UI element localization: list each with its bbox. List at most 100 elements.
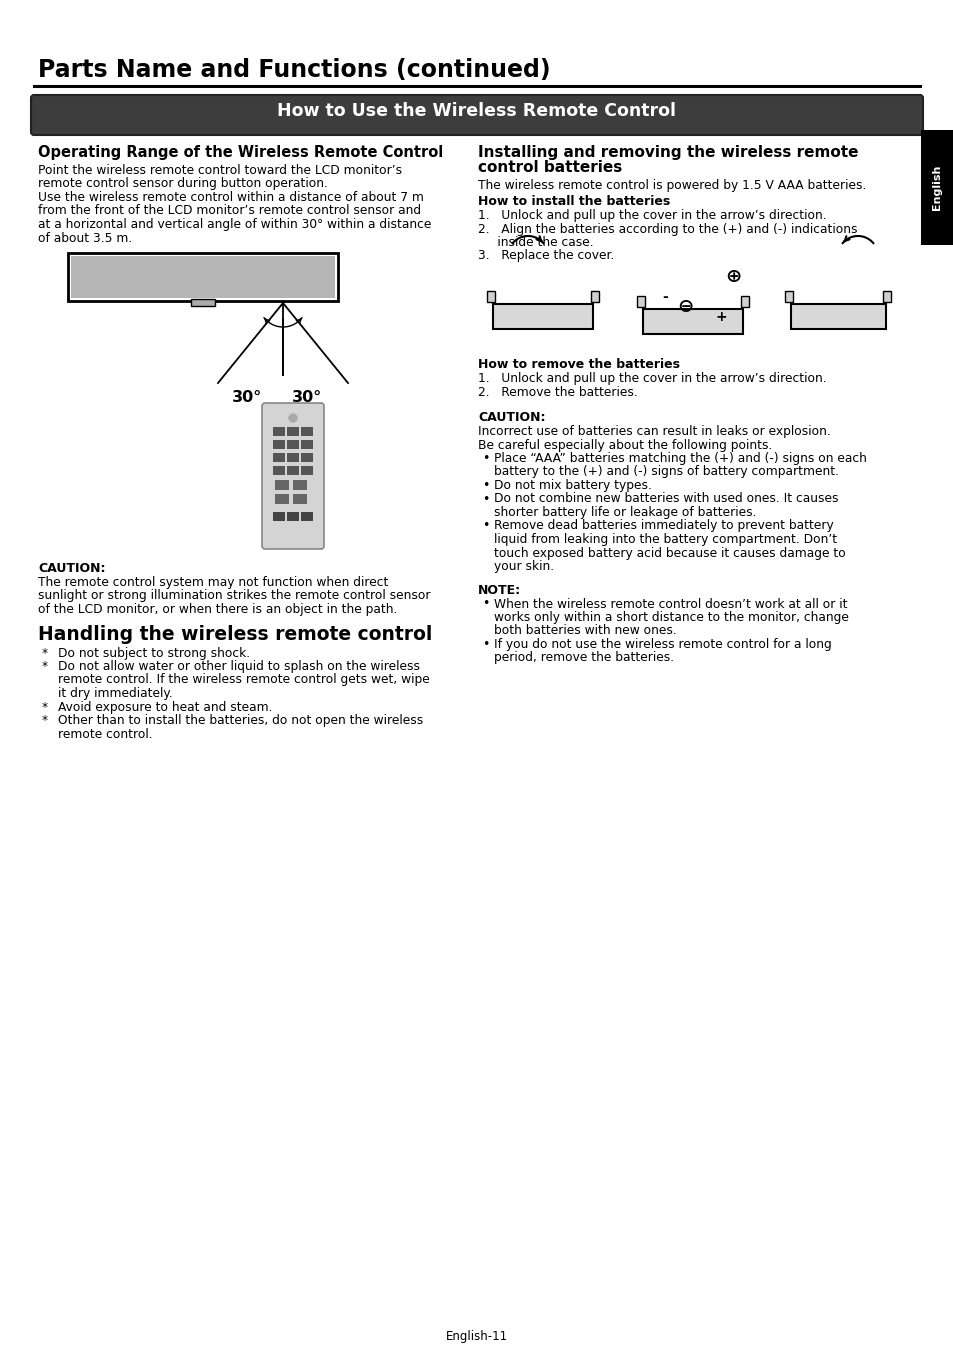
Text: battery to the (+) and (-) signs of battery compartment.: battery to the (+) and (-) signs of batt… — [494, 466, 838, 478]
Text: Point the wireless remote control toward the LCD monitor’s: Point the wireless remote control toward… — [38, 163, 402, 177]
Text: of the LCD monitor, or when there is an object in the path.: of the LCD monitor, or when there is an … — [38, 603, 397, 616]
Text: of about 3.5 m.: of about 3.5 m. — [38, 231, 132, 244]
Text: English: English — [931, 165, 941, 209]
Text: 30°: 30° — [232, 390, 262, 405]
Bar — [301, 454, 313, 462]
Text: CAUTION:: CAUTION: — [38, 562, 106, 575]
Text: at a horizontal and vertical angle of within 30° within a distance: at a horizontal and vertical angle of wi… — [38, 217, 431, 231]
FancyBboxPatch shape — [30, 95, 923, 135]
Bar — [68, 252, 337, 301]
Text: sunlight or strong illumination strikes the remote control sensor: sunlight or strong illumination strikes … — [38, 590, 430, 602]
Bar — [301, 427, 313, 436]
Bar — [274, 481, 289, 490]
Text: Other than to install the batteries, do not open the wireless: Other than to install the batteries, do … — [58, 714, 423, 728]
Text: *: * — [42, 701, 48, 714]
Bar — [287, 427, 298, 436]
Text: The wireless remote control is powered by 1.5 V AAA batteries.: The wireless remote control is powered b… — [477, 180, 865, 192]
Text: liquid from leaking into the battery compartment. Don’t: liquid from leaking into the battery com… — [494, 533, 836, 545]
Bar — [274, 494, 289, 504]
Bar — [784, 290, 792, 302]
Bar — [287, 454, 298, 462]
Text: *: * — [42, 714, 48, 728]
Text: 1.   Unlock and pull up the cover in the arrow’s direction.: 1. Unlock and pull up the cover in the a… — [477, 209, 825, 221]
Bar — [642, 309, 742, 333]
Bar — [590, 290, 598, 302]
Text: •: • — [481, 452, 489, 464]
FancyBboxPatch shape — [262, 404, 324, 549]
Text: control batteries: control batteries — [477, 161, 621, 176]
Text: inside the case.: inside the case. — [477, 236, 593, 248]
Text: ⊖: ⊖ — [676, 297, 693, 316]
Text: Handling the wireless remote control: Handling the wireless remote control — [38, 625, 432, 644]
Text: it dry immediately.: it dry immediately. — [58, 687, 172, 701]
Bar — [486, 290, 495, 302]
Text: Do not subject to strong shock.: Do not subject to strong shock. — [58, 647, 250, 660]
Bar — [301, 466, 313, 475]
Bar — [301, 440, 313, 450]
Text: *: * — [42, 647, 48, 660]
Bar — [273, 466, 285, 475]
Bar — [790, 304, 885, 329]
Text: Place “AAA” batteries matching the (+) and (-) signs on each: Place “AAA” batteries matching the (+) a… — [494, 452, 866, 464]
Text: Operating Range of the Wireless Remote Control: Operating Range of the Wireless Remote C… — [38, 144, 443, 161]
Bar — [273, 440, 285, 450]
Text: ⊕: ⊕ — [724, 267, 740, 286]
Bar — [301, 512, 313, 521]
Text: Installing and removing the wireless remote: Installing and removing the wireless rem… — [477, 144, 858, 161]
Text: *: * — [42, 660, 48, 674]
Bar — [493, 304, 593, 329]
Text: 2.   Align the batteries according to the (+) and (-) indications: 2. Align the batteries according to the … — [477, 223, 857, 235]
Text: When the wireless remote control doesn’t work at all or it: When the wireless remote control doesn’t… — [494, 598, 846, 610]
Text: NOTE:: NOTE: — [477, 583, 520, 597]
Text: •: • — [481, 479, 489, 491]
Text: remote control.: remote control. — [58, 728, 152, 741]
Text: How to install the batteries: How to install the batteries — [477, 194, 670, 208]
Bar — [287, 512, 298, 521]
Text: -: - — [661, 290, 667, 304]
Bar — [273, 454, 285, 462]
Text: 30°: 30° — [292, 390, 322, 405]
Bar — [273, 427, 285, 436]
Text: Avoid exposure to heat and steam.: Avoid exposure to heat and steam. — [58, 701, 273, 714]
Text: period, remove the batteries.: period, remove the batteries. — [494, 652, 674, 664]
Text: •: • — [481, 493, 489, 505]
Bar — [920, 130, 953, 244]
Text: remote control sensor during button operation.: remote control sensor during button oper… — [38, 177, 328, 190]
Text: 1.   Unlock and pull up the cover in the arrow’s direction.: 1. Unlock and pull up the cover in the a… — [477, 373, 825, 385]
Text: works only within a short distance to the monitor, change: works only within a short distance to th… — [494, 612, 848, 624]
Text: Do not allow water or other liquid to splash on the wireless: Do not allow water or other liquid to sp… — [58, 660, 419, 674]
Text: 2.   Remove the batteries.: 2. Remove the batteries. — [477, 386, 638, 398]
Bar — [882, 290, 890, 302]
Bar — [191, 298, 214, 306]
Text: If you do not use the wireless remote control for a long: If you do not use the wireless remote co… — [494, 639, 831, 651]
Text: Do not combine new batteries with used ones. It causes: Do not combine new batteries with used o… — [494, 493, 838, 505]
Text: Parts Name and Functions (continued): Parts Name and Functions (continued) — [38, 58, 550, 82]
Text: Incorrect use of batteries can result in leaks or explosion.: Incorrect use of batteries can result in… — [477, 425, 830, 437]
Text: Remove dead batteries immediately to prevent battery: Remove dead batteries immediately to pre… — [494, 520, 833, 532]
Bar — [293, 494, 307, 504]
Bar — [637, 296, 644, 306]
Bar — [740, 296, 748, 306]
Text: How to remove the batteries: How to remove the batteries — [477, 358, 679, 371]
Bar — [287, 466, 298, 475]
Text: Be careful especially about the following points.: Be careful especially about the followin… — [477, 439, 772, 451]
Text: How to Use the Wireless Remote Control: How to Use the Wireless Remote Control — [277, 103, 676, 120]
Text: •: • — [481, 520, 489, 532]
Text: The remote control system may not function when direct: The remote control system may not functi… — [38, 576, 388, 589]
Text: +: + — [715, 310, 726, 324]
Text: Do not mix battery types.: Do not mix battery types. — [494, 479, 651, 491]
Text: shorter battery life or leakage of batteries.: shorter battery life or leakage of batte… — [494, 506, 756, 518]
Text: from the front of the LCD monitor’s remote control sensor and: from the front of the LCD monitor’s remo… — [38, 204, 420, 217]
Text: 3.   Replace the cover.: 3. Replace the cover. — [477, 250, 614, 262]
Bar — [287, 440, 298, 450]
Bar — [273, 512, 285, 521]
Text: •: • — [481, 639, 489, 651]
Text: remote control. If the wireless remote control gets wet, wipe: remote control. If the wireless remote c… — [58, 674, 429, 687]
Bar — [293, 481, 307, 490]
Bar — [71, 256, 335, 298]
Text: Use the wireless remote control within a distance of about 7 m: Use the wireless remote control within a… — [38, 190, 423, 204]
Text: CAUTION:: CAUTION: — [477, 410, 545, 424]
Text: your skin.: your skin. — [494, 560, 554, 572]
Text: English-11: English-11 — [445, 1330, 508, 1343]
Text: •: • — [481, 598, 489, 610]
